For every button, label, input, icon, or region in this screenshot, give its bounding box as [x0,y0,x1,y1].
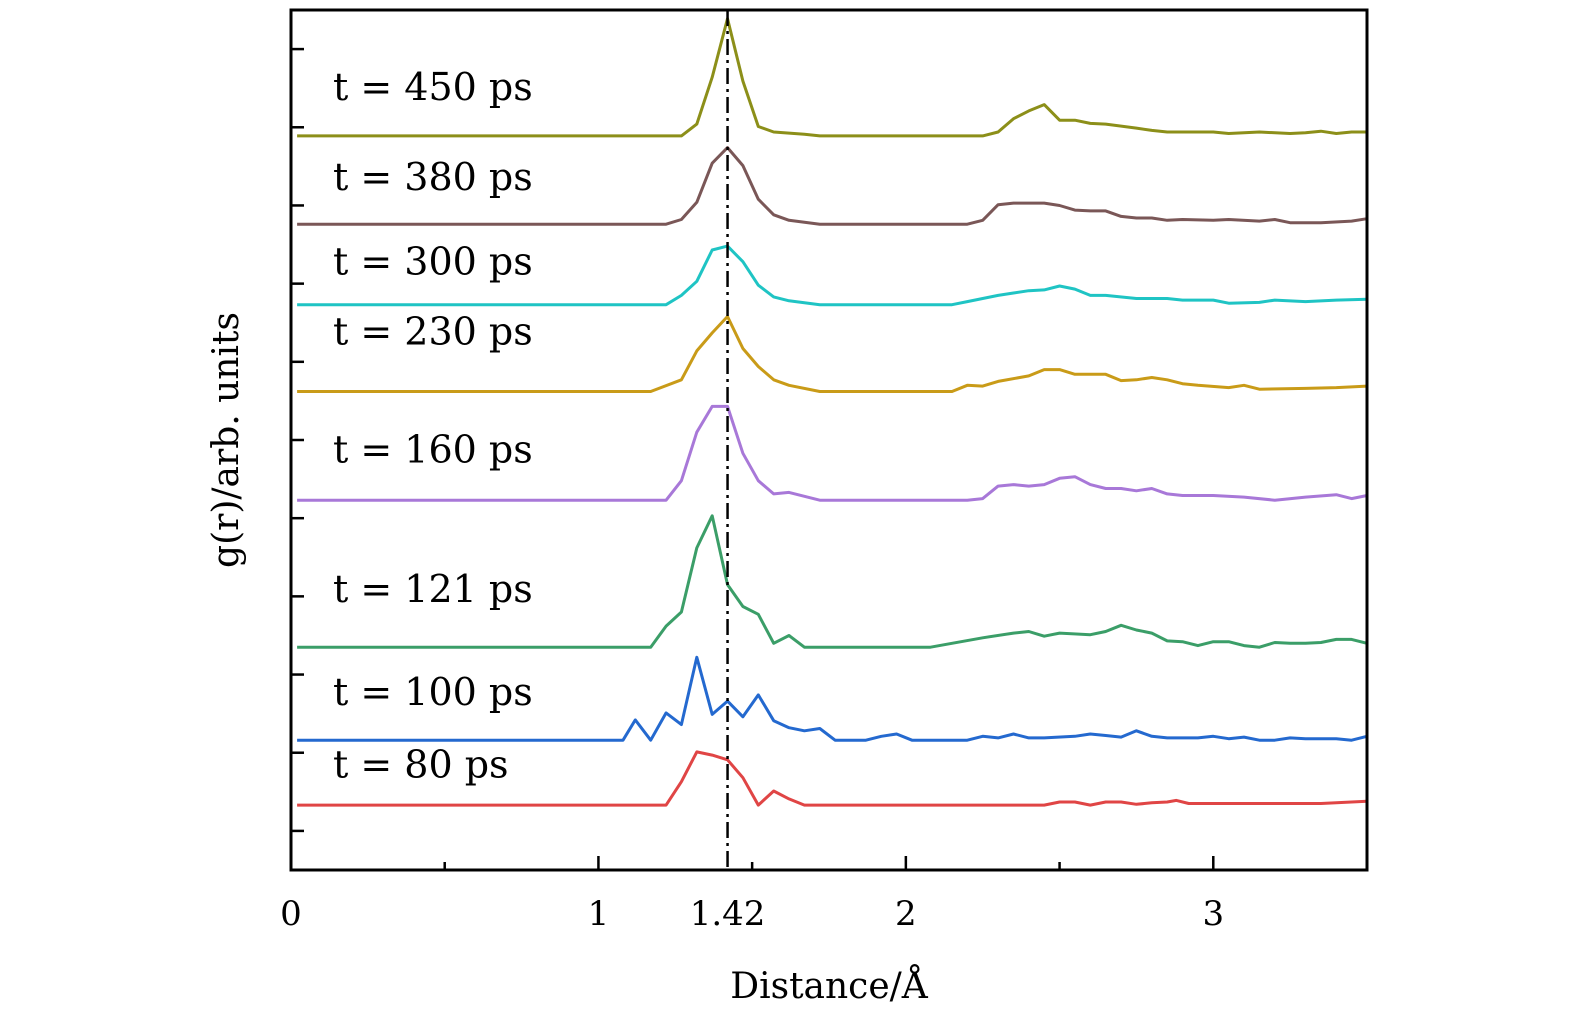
x-tick-labels: 0 1 1.42 2 3 [280,894,1224,934]
x-tick-label: 0 [280,894,302,934]
plot-frame [289,8,1369,872]
series-line-5 [297,315,1368,393]
series-label-4: t = 160 ps [333,428,533,472]
series-line-4 [297,404,1368,502]
series-line-8 [297,17,1367,138]
series-line-7 [297,146,1368,226]
series-label-2: t = 100 ps [333,670,533,714]
x-tick-label: 3 [1202,894,1224,934]
series-line-3 [297,514,1368,649]
series-label-6: t = 300 ps [333,239,533,283]
series-labels: t = 80 ps t = 100 ps t = 121 ps t = 160 ps t… [333,65,533,787]
series-line-1 [297,750,1368,807]
series-label-1: t = 80 ps [333,743,509,787]
series-label-7: t = 380 ps [333,155,533,199]
series-line-2 [297,655,1368,742]
x-tick-label: 1.42 [690,894,766,934]
x-tick-label: 2 [895,894,917,934]
series-lines [297,17,1368,807]
series-line-6 [297,244,1368,307]
series-label-5: t = 230 ps [333,310,533,354]
y-axis-title: g(r)/arb. units [206,312,247,568]
series-label-8: t = 450 ps [333,65,533,109]
x-axis-title: Distance/Å [730,965,929,1007]
series-label-3: t = 121 ps [333,567,533,611]
x-tick-label: 1 [588,894,610,934]
